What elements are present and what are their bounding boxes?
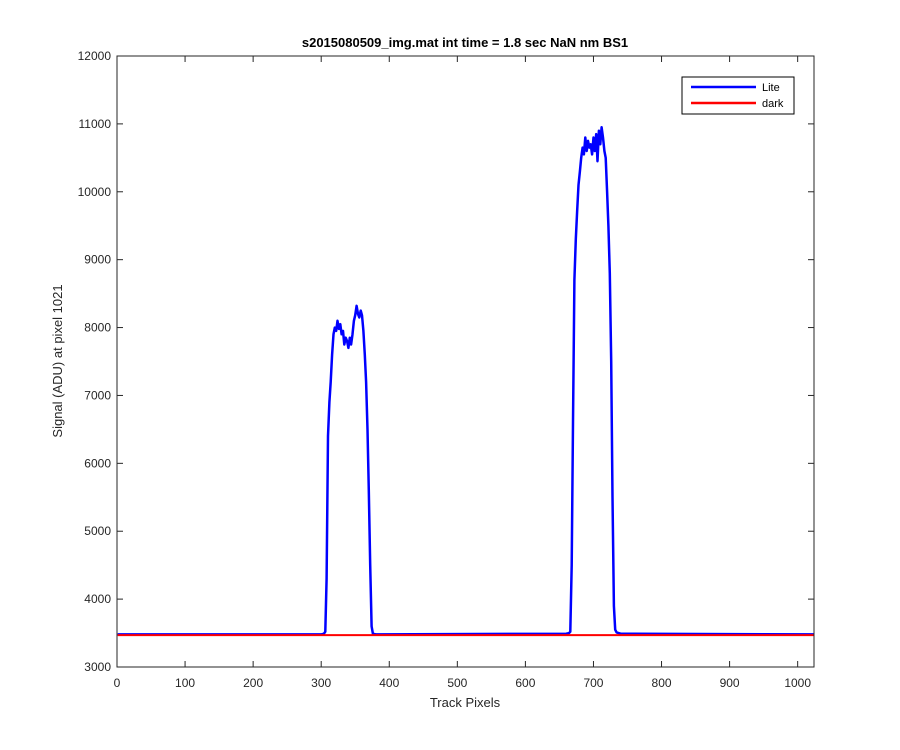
- legend-label-lite: Lite: [762, 82, 780, 94]
- y-tick-label: 9000: [84, 253, 111, 267]
- x-tick-label: 800: [652, 676, 672, 690]
- plot-background: [117, 56, 814, 667]
- legend-box: [681, 76, 795, 115]
- x-tick-label: 200: [243, 676, 263, 690]
- x-tick-label: 1000: [784, 676, 811, 690]
- x-tick-label: 600: [515, 676, 535, 690]
- x-axis-label: Track Pixels: [430, 695, 501, 710]
- legend: Lite dark: [681, 76, 795, 115]
- y-tick-label: 11000: [79, 117, 112, 131]
- y-tick-label: 3000: [84, 660, 111, 674]
- y-tick-label: 4000: [84, 592, 111, 606]
- chart-title: s2015080509_img.mat int time = 1.8 sec N…: [302, 35, 628, 50]
- y-axis-label: Signal (ADU) at pixel 1021: [50, 284, 65, 437]
- legend-label-dark: dark: [762, 98, 784, 110]
- x-tick-label: 300: [311, 676, 331, 690]
- x-tick-label: 500: [447, 676, 467, 690]
- y-tick-label: 10000: [78, 185, 112, 199]
- y-tick-label: 5000: [84, 524, 111, 538]
- y-tick-label: 6000: [84, 456, 111, 470]
- y-tick-label: 8000: [84, 321, 111, 335]
- x-tick-label: 0: [114, 676, 121, 690]
- plot-frame: [116, 55, 815, 668]
- x-tick-label: 400: [379, 676, 399, 690]
- x-tick-label: 900: [720, 676, 740, 690]
- series-group: [117, 126, 815, 637]
- y-tick-label: 7000: [84, 388, 111, 402]
- y-tick-label: 12000: [78, 49, 112, 63]
- x-tick-label: 700: [583, 676, 603, 690]
- x-tick-label: 100: [175, 676, 195, 690]
- axis-ticks: 0 100 200 300 400 500 600 700 800 900 1000 3000 4000…: [78, 49, 814, 690]
